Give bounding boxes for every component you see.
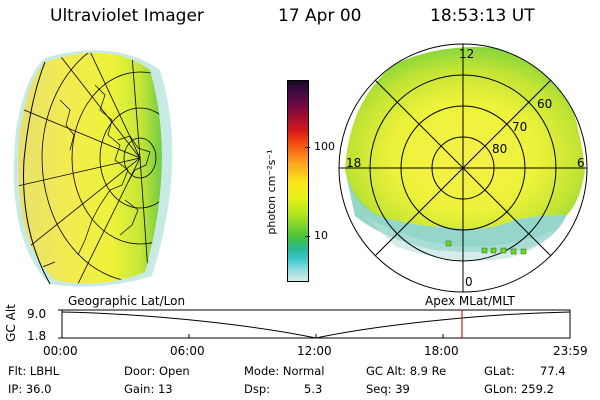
auroral-oval [345,46,585,230]
colorbar-tick-10 [305,236,310,237]
info-mode: Mode: Normal [244,364,325,378]
info-gain: Gain: 13 [124,382,173,396]
timeline-xtick-label: 23:59 [553,344,588,358]
timeline-frame [61,309,571,339]
timeline-xtick-label: 18:00 [424,344,459,358]
info-gc-alt: GC Alt: 8.9 Re [366,364,447,378]
info-filter: Flt: LBHL [8,364,60,378]
oval-edge [345,170,567,252]
colorbar-tick-100 [305,147,310,148]
mlat-label-60: 60 [537,97,553,111]
timeline-ytick-label: 1.8 [27,329,47,343]
timeline-xtick-label: 06:00 [170,344,205,358]
mlat-label-70: 70 [512,120,528,134]
date-label: 17 Apr 00 [278,6,362,26]
colorbar [287,80,309,282]
info-glat-label: GLat: [484,364,515,378]
mlt-label-12: 12 [459,47,475,61]
mlt-label-6: 6 [577,156,585,170]
mlat-label-80: 80 [492,142,508,156]
colorbar-tick-label: 10 [314,229,328,242]
coastlines [24,84,151,269]
info-door: Door: Open [124,364,190,378]
timeline-xtick-label: 00:00 [43,344,78,358]
timeline-xtick-label: 12:00 [297,344,332,358]
colorbar-tick-label: 100 [314,140,335,153]
info-dsp-label: Dsp: [244,382,271,396]
bright-spots [445,240,527,255]
mlt-label-18: 18 [346,156,362,170]
auroral-glow [18,52,162,284]
geographic-image [13,50,173,287]
geo-panel-label: Geographic Lat/Lon [68,294,186,308]
timeline-plot [58,309,571,339]
polar-grid [338,43,588,293]
info-seq: Seq: 39 [366,382,410,396]
limb-line [23,61,51,285]
colorbar-unit-label: photon cm⁻²s⁻¹ [265,149,278,235]
polar-image [338,43,588,293]
time-label: 18:53:13 UT [430,6,535,26]
polar-panel-label: Apex MLat/MLT [425,294,515,308]
info-dsp-value: 5.3 [304,382,323,396]
mlt-label-0: 0 [465,275,473,289]
info-glon: GLon: 259.2 [484,382,554,396]
timeline-ytick-label: 9.0 [27,307,47,321]
info-glat-value: 77.4 [540,364,566,378]
info-ip: IP: 36.0 [8,382,52,396]
timeline-ticks [58,309,444,339]
timeline-axis-label: GC Alt [4,304,18,342]
altitude-curve [61,311,571,339]
app-title: Ultraviolet Imager [50,6,204,26]
